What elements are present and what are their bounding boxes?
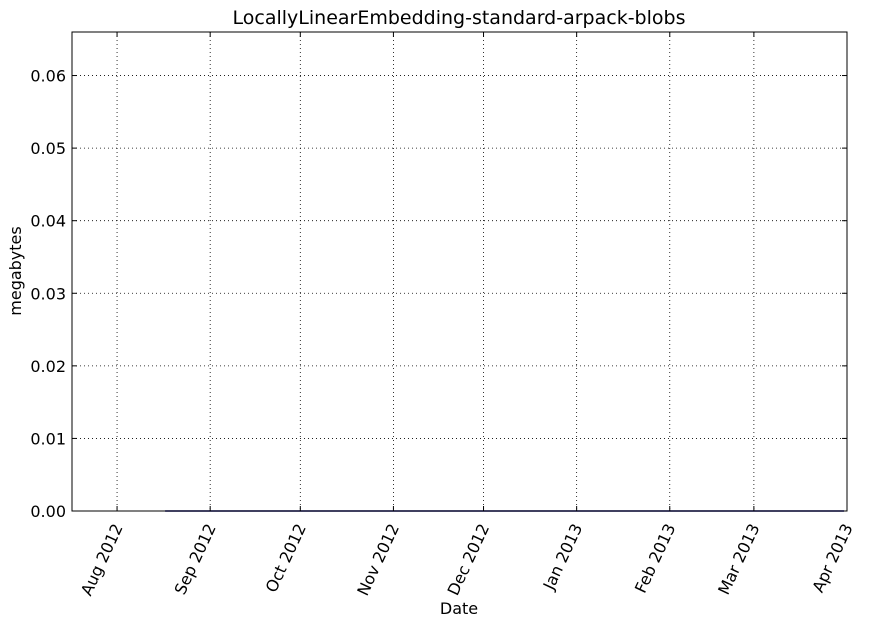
x-tick-label: Aug 2012 bbox=[77, 521, 127, 599]
y-tick-label: 0.00 bbox=[30, 502, 66, 521]
x-tick-label: Jan 2013 bbox=[539, 521, 586, 594]
x-tick-label: Dec 2012 bbox=[443, 521, 493, 599]
x-tick-label: Apr 2013 bbox=[808, 521, 856, 596]
y-tick-label: 0.02 bbox=[30, 357, 66, 376]
x-axis-label: Date bbox=[440, 599, 478, 618]
x-tick-label: Oct 2012 bbox=[262, 521, 310, 596]
y-tick-label: 0.01 bbox=[30, 429, 66, 448]
y-axis-label: megabytes bbox=[6, 226, 25, 315]
x-tick-label: Feb 2013 bbox=[631, 521, 680, 596]
y-tick-label: 0.03 bbox=[30, 284, 66, 303]
grid bbox=[72, 32, 848, 512]
x-tick-label: Sep 2012 bbox=[170, 521, 219, 598]
chart-title: LocallyLinearEmbedding-standard-arpack-b… bbox=[233, 7, 686, 29]
y-tick-label: 0.04 bbox=[30, 212, 66, 231]
plot-frame bbox=[71, 31, 848, 512]
x-tick-label: Nov 2012 bbox=[353, 521, 403, 599]
axes: 0.00 0.01 0.02 0.03 0.04 0.05 0.06 Aug 2012 Sep … bbox=[30, 32, 857, 599]
x-tick-label: Mar 2013 bbox=[714, 521, 763, 598]
y-tick-label: 0.06 bbox=[30, 67, 66, 86]
y-tick-label: 0.05 bbox=[30, 139, 66, 158]
